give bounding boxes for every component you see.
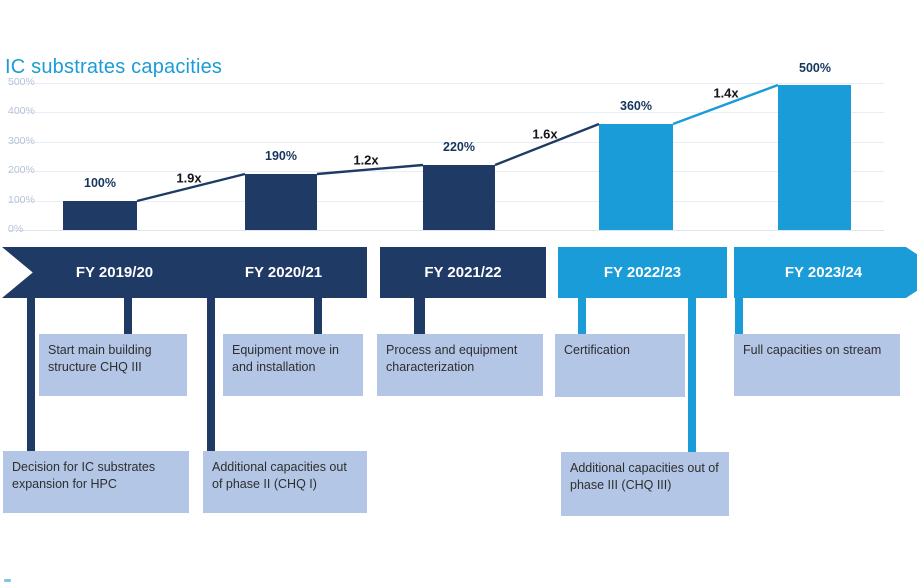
gridline-0 [8, 230, 884, 231]
fy-banner-label: FY 2019/20 [75, 264, 154, 281]
bar-value-label: 100% [84, 176, 116, 190]
gridline-400 [8, 112, 884, 113]
connector-fy2324-upper [735, 298, 743, 335]
bar-fy-2021-22 [423, 165, 495, 230]
gridline-300 [8, 142, 884, 143]
callout-full-capacities: Full capacities on stream [734, 334, 900, 396]
callout-decision-ic-substrates: Decision for IC substrates expansion for… [3, 451, 189, 513]
callout-certification: Certification [555, 334, 685, 397]
fy-banner-2022-23: FY 2022/23 [558, 247, 727, 298]
connector-fy2021-lower [207, 298, 215, 452]
y-axis-label-200: 200% [8, 164, 35, 176]
y-axis-label-100: 100% [8, 194, 35, 206]
connector-fy2223-upper [578, 298, 586, 335]
bar-fy-2022-23 [599, 124, 673, 230]
connector-fy1920-lower [27, 298, 35, 452]
growth-multiplier-label: 1.2x [353, 152, 379, 168]
growth-multiplier-label: 1.9x [176, 170, 202, 186]
callout-equipment-move-in: Equipment move in and installation [223, 334, 363, 396]
fy-banner-2020-21: FY 2020/21 [200, 247, 367, 298]
fy-banner-label: FY 2020/21 [244, 264, 323, 281]
fy-banner-2023-24: FY 2023/24 [734, 247, 917, 298]
fy-banner-2019-20: FY 2019/20 [2, 247, 207, 298]
y-axis-label-400: 400% [8, 105, 35, 117]
connector-fy1920-upper [124, 298, 132, 335]
callout-process-characterization: Process and equipment characterization [377, 334, 543, 396]
fy-banner-2021-22: FY 2021/22 [380, 247, 546, 298]
clipped-footer-mark [4, 579, 11, 582]
growth-multiplier-label: 1.4x [713, 85, 739, 101]
bar-value-label: 360% [620, 99, 652, 113]
callout-start-main-building: Start main building structure CHQ III [39, 334, 187, 396]
growth-multiplier-label: 1.6x [532, 126, 558, 142]
bar-value-label: 190% [265, 149, 297, 163]
connector-fy2021-upper [314, 298, 322, 335]
bar-value-label: 500% [799, 61, 831, 75]
fy-banner-label: FY 2021/22 [424, 264, 502, 281]
y-axis-label-500: 500% [8, 76, 35, 88]
connector-fy2122-upper [414, 298, 425, 335]
fy-banner-label: FY 2023/24 [784, 264, 863, 281]
bar-fy-2019-20 [63, 201, 137, 230]
callout-additional-phase-3: Additional capacities out of phase III (… [561, 452, 729, 516]
bar-value-label: 220% [443, 140, 475, 154]
connector-fy2223-lower [688, 298, 696, 454]
y-axis-label-300: 300% [8, 135, 35, 147]
bar-fy-2023-24 [778, 85, 851, 230]
callout-additional-phase-2: Additional capacities out of phase II (C… [203, 451, 367, 513]
page-title: IC substrates capacities [5, 56, 223, 78]
y-axis-label-0: 0% [8, 223, 24, 235]
gridline-500 [8, 83, 884, 84]
bar-fy-2020-21 [245, 174, 317, 230]
fy-banner-label: FY 2022/23 [603, 264, 682, 281]
